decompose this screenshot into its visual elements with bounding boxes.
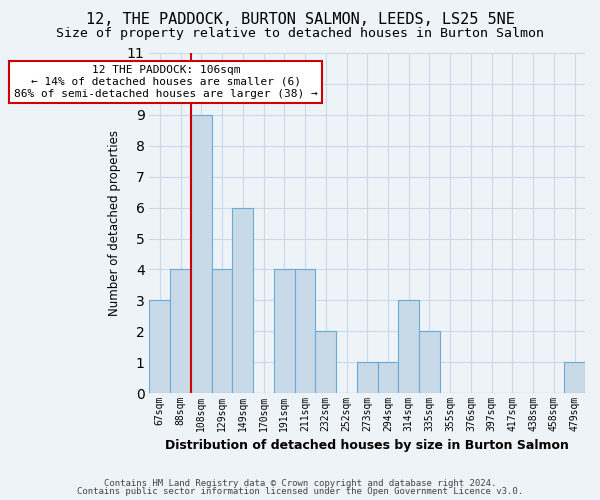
Text: 12, THE PADDOCK, BURTON SALMON, LEEDS, LS25 5NE: 12, THE PADDOCK, BURTON SALMON, LEEDS, L… — [86, 12, 514, 28]
Y-axis label: Number of detached properties: Number of detached properties — [109, 130, 121, 316]
Bar — [212, 270, 232, 393]
Text: Size of property relative to detached houses in Burton Salmon: Size of property relative to detached ho… — [56, 28, 544, 40]
Bar — [191, 115, 212, 393]
Bar — [274, 270, 295, 393]
Text: Contains HM Land Registry data © Crown copyright and database right 2024.: Contains HM Land Registry data © Crown c… — [104, 478, 496, 488]
Bar — [419, 332, 440, 393]
Bar — [232, 208, 253, 393]
Bar — [149, 300, 170, 393]
Bar — [564, 362, 585, 393]
Bar — [170, 270, 191, 393]
Bar — [316, 332, 336, 393]
Text: 12 THE PADDOCK: 106sqm
← 14% of detached houses are smaller (6)
86% of semi-deta: 12 THE PADDOCK: 106sqm ← 14% of detached… — [14, 66, 317, 98]
Text: Contains public sector information licensed under the Open Government Licence v3: Contains public sector information licen… — [77, 487, 523, 496]
Bar — [398, 300, 419, 393]
Bar — [295, 270, 316, 393]
X-axis label: Distribution of detached houses by size in Burton Salmon: Distribution of detached houses by size … — [166, 440, 569, 452]
Bar — [357, 362, 377, 393]
Bar — [377, 362, 398, 393]
